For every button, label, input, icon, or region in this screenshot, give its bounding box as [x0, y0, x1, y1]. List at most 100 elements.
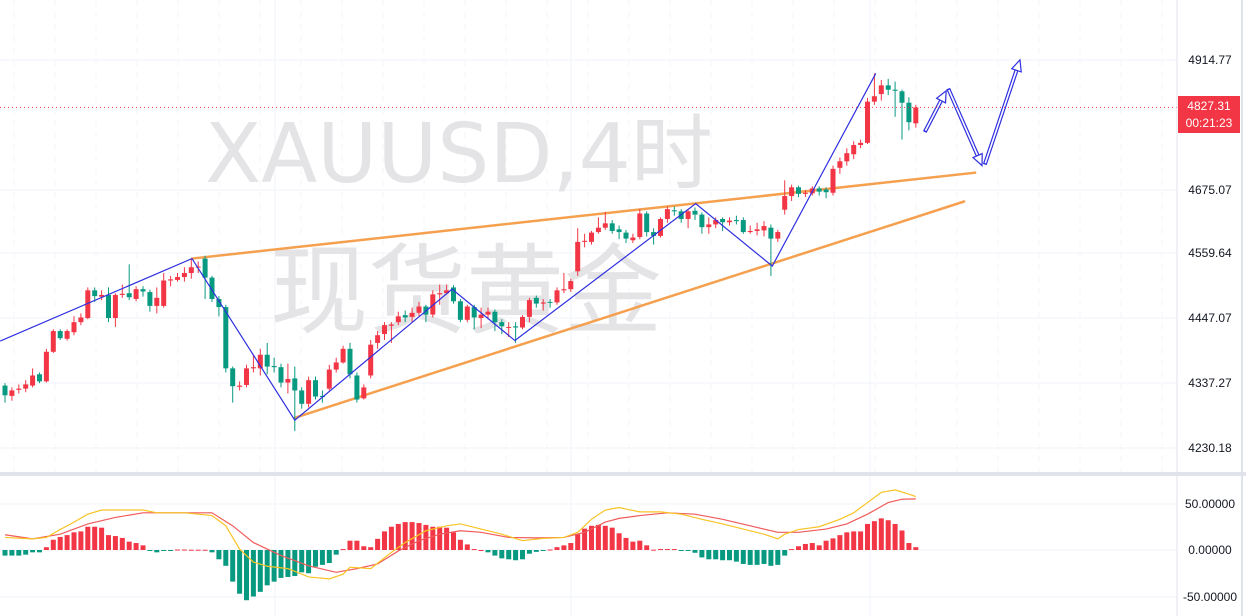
macd-histogram-bar	[644, 545, 650, 550]
candle-body	[589, 232, 594, 242]
macd-histogram-bar	[892, 523, 898, 550]
macd-histogram-bar	[871, 521, 877, 550]
macd-histogram-bar	[188, 549, 194, 551]
arrow-head	[971, 152, 983, 167]
candle	[713, 217, 719, 229]
candle	[595, 217, 601, 234]
candle-body	[119, 293, 125, 295]
macd-histogram-bar	[616, 533, 622, 550]
candle	[99, 290, 105, 301]
macd-histogram-bar	[851, 531, 857, 550]
candle-body	[830, 168, 836, 193]
macd-histogram-bar	[844, 532, 850, 550]
macd-histogram-bar	[92, 526, 98, 550]
macd-histogram-bar	[671, 549, 677, 551]
trendline[interactable]	[293, 200, 966, 420]
candle-body	[209, 277, 215, 299]
candle	[623, 229, 629, 243]
candle-body	[168, 279, 174, 281]
candle-body	[126, 293, 132, 298]
macd-histogram-bar	[589, 525, 594, 550]
macd-histogram-bar	[64, 535, 70, 550]
price-tick-label: 4447.07	[1188, 311, 1232, 325]
candle	[64, 329, 70, 341]
pane-separator[interactable]	[0, 472, 1246, 476]
projection-arrow[interactable]	[946, 87, 983, 167]
candle	[906, 97, 912, 131]
candle	[361, 384, 367, 400]
trendlines[interactable]	[190, 171, 977, 420]
zigzag-drawing[interactable]	[0, 73, 877, 422]
candle	[830, 165, 836, 196]
candle-body	[202, 258, 208, 278]
macd-axis[interactable]: 50.00000 0.00000 -50.00000	[1183, 497, 1237, 604]
candle-body	[106, 294, 111, 319]
macd-histogram-bar	[333, 550, 339, 555]
candle-body	[513, 326, 519, 328]
candle-body	[85, 290, 91, 319]
macd-histogram-bar	[727, 550, 732, 561]
projection-arrow[interactable]	[982, 58, 1022, 166]
projection-arrow[interactable]	[922, 89, 947, 133]
macd-histogram-bar	[119, 537, 125, 550]
candle	[485, 307, 491, 320]
trendline[interactable]	[190, 171, 977, 260]
candle-body	[382, 325, 387, 335]
macd-histogram-bar	[209, 550, 215, 553]
macd-histogram-bar	[768, 550, 774, 566]
macd-histogram-bar	[878, 518, 884, 550]
candle-body	[140, 289, 146, 292]
macd-histogram-bar	[692, 550, 698, 553]
candle	[851, 141, 857, 160]
macd-histogram-bar	[796, 546, 801, 550]
macd-histogram-bar	[230, 550, 236, 582]
candle-body	[154, 297, 160, 306]
candle-body	[278, 367, 284, 383]
candle-body	[658, 218, 663, 236]
macd-histogram-bar	[16, 550, 22, 556]
candle	[257, 348, 263, 376]
macd-histogram-bar	[885, 520, 891, 550]
macd-histogram-bar	[492, 550, 498, 556]
candle-body	[823, 189, 829, 193]
candle	[230, 366, 236, 403]
candle	[747, 225, 753, 234]
macd-histogram-bar	[202, 549, 208, 551]
candle-body	[402, 315, 408, 318]
candle-body	[775, 232, 781, 239]
candle	[299, 387, 305, 409]
candle-body	[223, 307, 229, 369]
candle	[727, 217, 732, 226]
macd-histogram-bar	[223, 550, 229, 566]
candle-body	[727, 220, 732, 223]
candle	[844, 148, 850, 166]
macd-histogram-bar	[30, 550, 36, 553]
candle	[520, 315, 525, 330]
projection-arrows[interactable]	[922, 58, 1022, 167]
candle	[644, 211, 650, 237]
candle-body	[50, 331, 56, 352]
macd-histogram-bar	[154, 550, 160, 553]
macd-histogram-bar	[699, 550, 705, 558]
candle-body	[878, 85, 884, 95]
candle-body	[692, 210, 698, 215]
zigzag-line[interactable]	[0, 73, 877, 422]
candle-body	[181, 273, 187, 278]
price-axis[interactable]: 4914.77 4675.07 4559.64 4447.07 4337.27 4230.…	[1188, 53, 1232, 455]
macd-histogram-bar	[71, 532, 77, 550]
candle-body	[595, 227, 601, 233]
macd-histogram-bar	[478, 550, 484, 551]
candle-body	[395, 316, 401, 323]
candle	[202, 255, 208, 299]
macd-histogram-bar	[361, 546, 367, 550]
candle	[720, 217, 726, 231]
candle	[181, 267, 187, 282]
macd-histogram-bar	[250, 550, 256, 597]
candle-body	[57, 331, 63, 339]
candle	[582, 233, 588, 248]
macd-histogram-bar	[278, 550, 284, 578]
candle-body	[644, 213, 650, 233]
macd-histogram-bar	[485, 550, 491, 553]
macd-histogram-bar	[685, 550, 691, 551]
